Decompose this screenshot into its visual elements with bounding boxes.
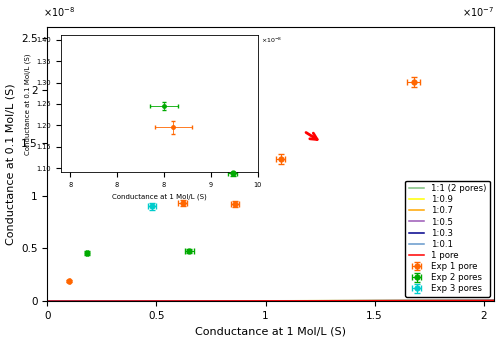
1:0.5 bbox=[381, 299, 387, 303]
1:0.9 bbox=[124, 299, 130, 303]
1:0.5 bbox=[308, 299, 314, 303]
1:0.9 bbox=[160, 299, 166, 303]
1 pore bbox=[124, 299, 130, 303]
Line: 1:1 (2 pores): 1:1 (2 pores) bbox=[48, 300, 494, 301]
1:0.5 bbox=[44, 299, 51, 303]
1:0.9 bbox=[492, 298, 498, 302]
1 pore bbox=[247, 299, 253, 303]
1 pore bbox=[308, 299, 314, 303]
1:0.1 bbox=[492, 299, 498, 303]
1:1 (2 pores) bbox=[124, 299, 130, 303]
1:0.7 bbox=[44, 299, 51, 303]
1:0.7 bbox=[381, 299, 387, 303]
1:0.3 bbox=[247, 299, 253, 303]
1:0.3 bbox=[308, 299, 314, 303]
1:0.9 bbox=[44, 299, 51, 303]
1 pore bbox=[492, 299, 498, 303]
1:0.5 bbox=[160, 299, 166, 303]
X-axis label: Conductance at 1 Mol/L (S): Conductance at 1 Mol/L (S) bbox=[196, 327, 346, 337]
Text: $\times10^{-7}$: $\times10^{-7}$ bbox=[462, 5, 494, 19]
Legend: 1:1 (2 pores), 1:0.9, 1:0.7, 1:0.5, 1:0.3, 1:0.1, 1 pore, Exp 1 pore, Exp 2 pore: 1:1 (2 pores), 1:0.9, 1:0.7, 1:0.5, 1:0.… bbox=[406, 181, 490, 297]
1:1 (2 pores) bbox=[381, 299, 387, 303]
1:0.9 bbox=[381, 299, 387, 303]
1:1 (2 pores) bbox=[343, 299, 349, 303]
1 pore bbox=[343, 299, 349, 303]
1:0.1 bbox=[381, 299, 387, 303]
1:0.5 bbox=[343, 299, 349, 303]
1:0.7 bbox=[492, 299, 498, 303]
1:0.1 bbox=[308, 299, 314, 303]
1:0.7 bbox=[160, 299, 166, 303]
1:0.9 bbox=[247, 299, 253, 303]
1:0.7 bbox=[247, 299, 253, 303]
1:1 (2 pores) bbox=[247, 299, 253, 303]
1:0.1 bbox=[44, 299, 51, 303]
1:0.7 bbox=[124, 299, 130, 303]
1 pore bbox=[381, 299, 387, 303]
1:1 (2 pores) bbox=[160, 299, 166, 303]
Y-axis label: Conductance at 0.1 Mol/L (S): Conductance at 0.1 Mol/L (S) bbox=[6, 83, 16, 245]
1:0.3 bbox=[381, 299, 387, 303]
1:0.1 bbox=[160, 299, 166, 303]
1:0.3 bbox=[160, 299, 166, 303]
1:0.3 bbox=[44, 299, 51, 303]
1:0.7 bbox=[308, 299, 314, 303]
1:0.3 bbox=[343, 299, 349, 303]
1:0.5 bbox=[247, 299, 253, 303]
1:0.3 bbox=[492, 299, 498, 303]
1:1 (2 pores) bbox=[492, 298, 498, 302]
1:0.9 bbox=[308, 299, 314, 303]
1:0.1 bbox=[247, 299, 253, 303]
Text: $\times10^{-8}$: $\times10^{-8}$ bbox=[43, 5, 76, 19]
1:0.3 bbox=[124, 299, 130, 303]
1:0.1 bbox=[124, 299, 130, 303]
Line: 1:0.9: 1:0.9 bbox=[48, 300, 494, 301]
1:0.7 bbox=[343, 299, 349, 303]
1 pore bbox=[160, 299, 166, 303]
1 pore bbox=[44, 299, 51, 303]
1:0.5 bbox=[492, 299, 498, 303]
1:0.1 bbox=[343, 299, 349, 303]
1:1 (2 pores) bbox=[44, 299, 51, 303]
1:0.9 bbox=[343, 299, 349, 303]
1:1 (2 pores) bbox=[308, 299, 314, 303]
1:0.5 bbox=[124, 299, 130, 303]
